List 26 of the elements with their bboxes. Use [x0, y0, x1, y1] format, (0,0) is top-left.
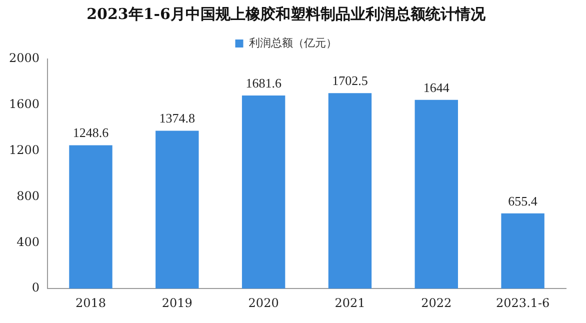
- x-tick-label: 2021: [334, 296, 366, 310]
- chart-title: 2023年1-6月中国规上橡胶和塑料制品业利润总额统计情况: [86, 4, 486, 23]
- data-label: 1248.6: [72, 125, 110, 140]
- data-label: 655.4: [508, 193, 538, 208]
- x-tick-label: 2022: [421, 296, 452, 310]
- y-tick-label: 1200: [8, 142, 40, 157]
- bar: [156, 130, 199, 289]
- y-tick-label: 1600: [8, 97, 40, 112]
- data-label: 1702.5: [332, 73, 368, 88]
- data-label: 1681.6: [246, 75, 282, 90]
- y-tick-label: 800: [16, 188, 40, 203]
- bar: [69, 145, 112, 289]
- x-tick-label: 2019: [162, 296, 192, 310]
- x-tick-label: 2018: [75, 296, 106, 310]
- bar: [501, 213, 544, 289]
- y-tick-label: 0: [32, 280, 40, 295]
- bar: [328, 93, 372, 289]
- y-tick-label: 400: [16, 234, 40, 249]
- legend-label: 利润总额（亿元）: [248, 36, 337, 50]
- bar: [414, 100, 458, 289]
- data-label: 1374.8: [159, 110, 196, 126]
- y-tick-label: 2000: [8, 51, 40, 66]
- x-tick-label: 2023.1-6: [496, 296, 550, 310]
- bar: [242, 96, 286, 289]
- data-label: 1644: [423, 80, 450, 95]
- x-tick-label: 2020: [248, 296, 279, 310]
